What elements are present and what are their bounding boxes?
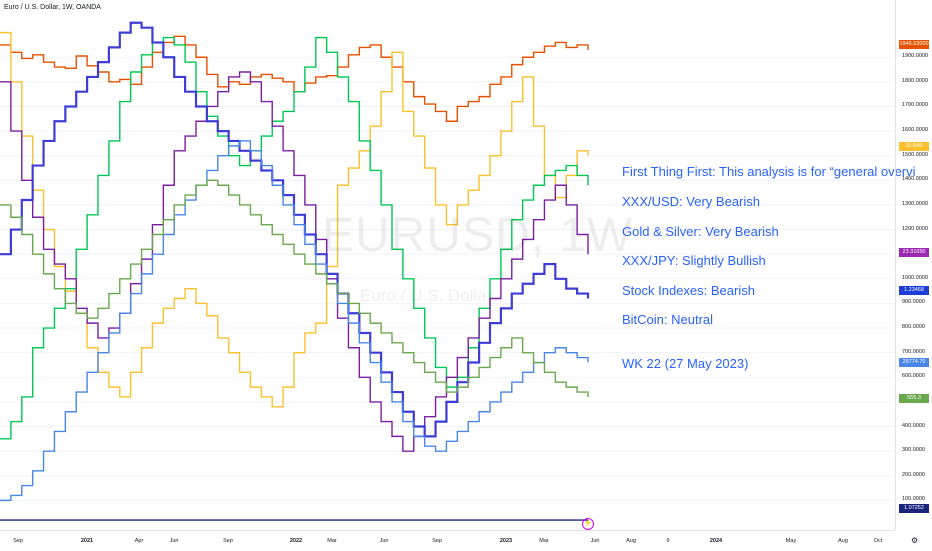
x-tick-label: Sep — [223, 538, 233, 544]
series-line-6 — [0, 179, 589, 397]
price-label-badge: 1946.93000 — [899, 40, 929, 49]
y-tick-label: 400.0000 — [902, 422, 925, 429]
x-tick-label: Apr — [134, 538, 144, 544]
price-label-badge: 26774.70 — [899, 358, 929, 367]
time-axis[interactable]: Sep 2021 Apr Jun Sep 2022 Mar Jun Sep 2023 Mar Jun A… — [0, 530, 895, 551]
series-line-5 — [0, 140, 589, 502]
y-tick-label: 600.0000 — [902, 373, 925, 380]
lightning-icon[interactable]: ⚡ — [582, 518, 594, 530]
note-xxxusd: XXX/USD: Very Bearish — [622, 194, 760, 209]
note-stock-indexes: Stock Indexes: Bearish — [622, 283, 755, 298]
x-tick-label: 2024 — [709, 538, 723, 544]
price-label-badge: 1.07252 — [899, 504, 929, 513]
price-label-badge: 23.31650 — [899, 248, 929, 257]
series-line-2 — [0, 36, 589, 440]
x-tick-label: May — [785, 538, 797, 544]
price-axis[interactable]: 1900.0000 1800.0000 1700.0000 1600.0000 1500… — [895, 0, 932, 530]
price-label-badge: 555.3 — [899, 394, 929, 403]
x-tick-label: 2021 — [80, 538, 94, 544]
x-tick-label: Mar — [539, 538, 549, 544]
note-xxxjpy: XXX/JPY: Slightly Bullish — [622, 253, 766, 268]
gear-icon[interactable]: ⚙ — [911, 536, 919, 545]
x-tick-label: Jun — [169, 538, 179, 544]
y-tick-label: 1300.0000 — [902, 200, 928, 207]
y-tick-label: 1000.0000 — [902, 274, 928, 281]
note-gold-silver: Gold & Silver: Very Bearish — [622, 224, 779, 239]
series-line-3 — [0, 71, 589, 452]
y-tick-label: 1500.0000 — [902, 151, 928, 158]
note-general: First Thing First: This analysis is for … — [622, 164, 916, 179]
y-tick-label: 700.0000 — [902, 348, 925, 355]
price-chart[interactable] — [0, 0, 895, 530]
x-tick-label: Mar — [327, 538, 337, 544]
y-tick-label: 1800.0000 — [902, 77, 928, 84]
x-tick-label: Sep — [13, 538, 23, 544]
symbol-name-watermark: Euro / U.S. Dollar — [360, 286, 493, 305]
y-tick-label: 300.0000 — [902, 447, 925, 454]
price-label-badge: 91.646 — [899, 142, 929, 151]
price-label-badge: 1.23468 — [899, 286, 929, 295]
note-bitcoin: BitCoin: Neutral — [622, 312, 714, 327]
x-tick-label: Jun — [379, 538, 389, 544]
y-tick-label: 1200.0000 — [902, 225, 928, 232]
x-tick-label: 9 — [666, 538, 670, 544]
y-tick-label: 1600.0000 — [902, 127, 928, 134]
y-tick-label: 200.0000 — [902, 471, 925, 478]
x-tick-label: Sep — [432, 538, 442, 544]
note-week: WK 22 (27 May 2023) — [622, 356, 749, 371]
x-tick-label: 2022 — [289, 538, 303, 544]
x-tick-label: Jun — [590, 538, 600, 544]
y-tick-label: 900.0000 — [902, 299, 925, 306]
x-tick-label: Aug — [626, 538, 636, 544]
y-tick-label: 1900.0000 — [902, 53, 928, 60]
y-tick-label: 1400.0000 — [902, 176, 928, 183]
y-tick-label: 800.0000 — [902, 324, 925, 331]
symbol-watermark: EURUSD, 1W — [322, 209, 634, 262]
chart-header-title: Euro / U.S. Dollar, 1W, OANDA — [4, 4, 101, 11]
x-tick-label: Aug — [838, 538, 848, 544]
y-tick-label: 1700.0000 — [902, 102, 928, 109]
x-tick-label: Oct — [873, 538, 883, 544]
y-tick-label: 100.0000 — [902, 496, 925, 503]
x-tick-label: 2023 — [499, 538, 513, 544]
